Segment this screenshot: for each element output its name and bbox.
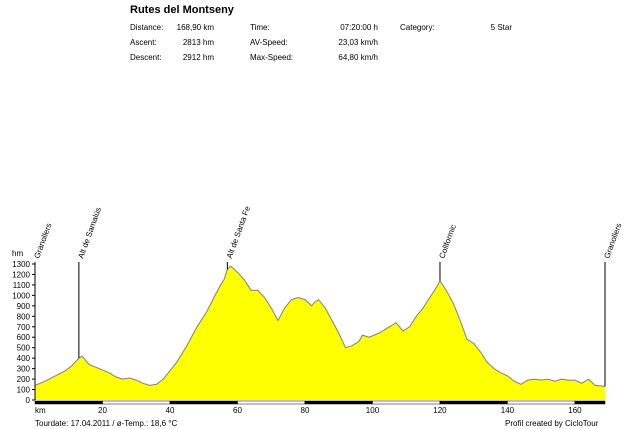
stat-label: Ascent: — [130, 38, 157, 47]
annotation-label: Alt de Santa Fe — [225, 204, 253, 259]
stat-value: 5 Star — [490, 23, 512, 32]
y-tick-label: 1300 — [12, 260, 30, 269]
stat-distance: Distance: — [130, 22, 163, 33]
stat-value: 07:20:00 h — [340, 23, 378, 32]
stat-label: Time: — [250, 23, 270, 32]
x-tick-label: 40 — [166, 406, 175, 415]
x-axis-band — [372, 400, 441, 405]
x-tick-label: 100 — [366, 406, 380, 415]
y-tick-label: 1000 — [12, 291, 30, 300]
y-tick-label: 800 — [17, 312, 31, 321]
elevation-line — [34, 265, 606, 387]
y-tick-label: 400 — [17, 354, 31, 363]
stat-label: Max-Speed: — [250, 53, 294, 62]
stat-value: 64,80 km/h — [338, 53, 378, 62]
stat-label: Descent: — [130, 53, 162, 62]
y-tick-label: 500 — [17, 344, 31, 353]
stat-label: AV-Speed: — [250, 38, 288, 47]
x-axis-band — [102, 400, 171, 405]
y-tick-label: 1100 — [13, 281, 31, 290]
stat-label: Distance: — [130, 23, 164, 32]
x-axis-label: km — [35, 406, 46, 415]
stat-value: 168,90 km — [176, 23, 214, 32]
x-axis-band — [574, 400, 606, 405]
y-tick-label: 100 — [17, 386, 31, 395]
y-tick-label: 300 — [17, 365, 31, 374]
chart-title: Rutes del Montseny — [130, 4, 234, 16]
annotation-label: Granollers — [32, 222, 53, 260]
x-axis-band — [439, 400, 508, 405]
stat-value: 2813 hm — [182, 38, 214, 47]
profile-credit: Profil created by CicloTour — [505, 419, 599, 428]
y-tick-label: 600 — [17, 333, 31, 342]
elevation-area — [35, 266, 605, 400]
x-axis-band — [34, 400, 103, 405]
stat-value: 2912 hm — [182, 53, 214, 62]
x-axis-band — [169, 400, 238, 405]
x-tick-label: 20 — [98, 406, 107, 415]
x-tick-label: 80 — [301, 406, 310, 415]
stat-label: Category: — [400, 23, 435, 32]
tour-date: Tourdate: 17.04.2011 / ø-Temp.: 18,6 °C — [35, 419, 178, 428]
y-tick-label: 700 — [17, 323, 31, 332]
annotation-label: Granollers — [602, 222, 623, 260]
annotation-label: Collformic — [437, 223, 458, 259]
annotation-label: Alt de Samalús — [76, 206, 103, 260]
x-tick-label: 60 — [233, 406, 242, 415]
x-tick-label: 120 — [433, 406, 447, 415]
y-tick-label: 0 — [26, 396, 31, 405]
x-axis-band — [304, 400, 373, 405]
stat-value: 23,03 km/h — [338, 38, 378, 47]
y-tick-label: 1200 — [12, 270, 30, 279]
y-axis-label: hm — [12, 249, 23, 258]
x-tick-label: 140 — [501, 406, 515, 415]
x-axis-band — [507, 400, 576, 405]
x-axis-band — [237, 400, 306, 405]
x-tick-label: 160 — [568, 406, 582, 415]
y-tick-label: 200 — [17, 375, 31, 384]
y-tick-label: 900 — [17, 302, 31, 311]
